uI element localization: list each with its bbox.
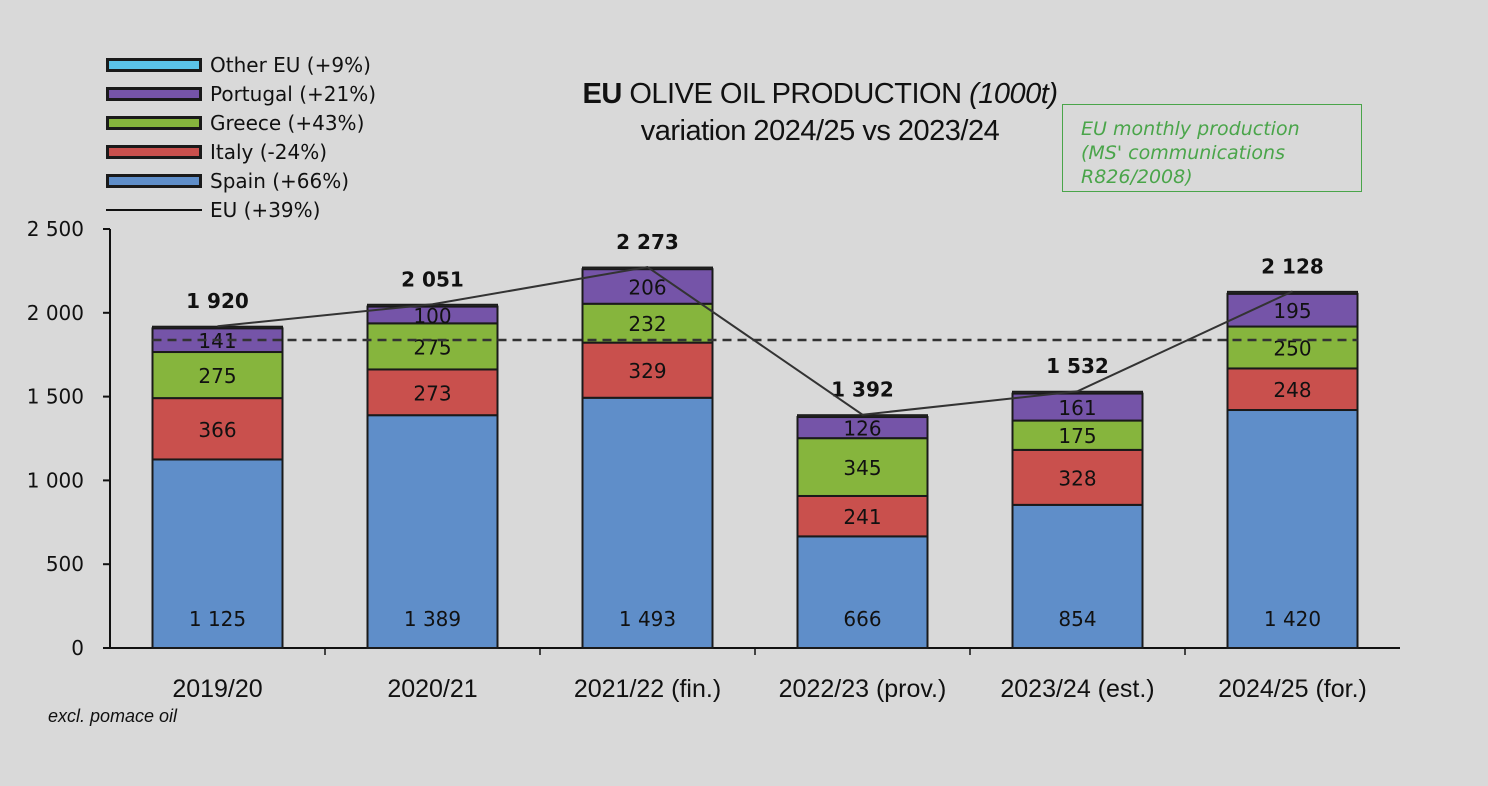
y-tick-label: 2 500: [27, 217, 84, 241]
legend-swatch: [106, 57, 202, 72]
data-label: 366: [198, 418, 236, 442]
data-label: 206: [628, 275, 666, 299]
data-label: 241: [843, 505, 881, 529]
bar-segment-spain: [796, 535, 929, 650]
legend-label: Spain (+66%): [210, 168, 350, 193]
data-label: 248: [1273, 378, 1311, 402]
bar-segment-spain: [1011, 503, 1144, 649]
legend-line-swatch: [106, 208, 202, 211]
total-label: 1 920: [186, 289, 249, 313]
data-label: 100: [413, 304, 451, 328]
note-box: EU monthly production (MS' communication…: [1062, 104, 1362, 192]
chart-title-line1: EU OLIVE OIL PRODUCTION (1000t): [520, 78, 1120, 111]
total-label: 1 532: [1046, 354, 1109, 378]
data-label: 329: [628, 359, 666, 383]
legend-label: Portugal (+21%): [210, 81, 377, 106]
data-label: 666: [843, 607, 881, 631]
legend-label: EU (+39%): [210, 197, 321, 222]
bar-segment-spain: [366, 414, 499, 650]
total-label: 2 128: [1261, 254, 1324, 278]
total-label: 2 051: [401, 267, 464, 291]
data-label: 161: [1058, 396, 1096, 420]
total-label: 2 273: [616, 230, 679, 254]
data-label: 273: [413, 381, 451, 405]
data-label: 1 420: [1264, 607, 1321, 631]
bar-segment-greece: [366, 322, 499, 371]
legend-item-portugal: Portugal (+21%): [106, 79, 376, 108]
bar-segment-other-eu: [152, 325, 283, 329]
legend-item-italy: Italy (-24%): [106, 137, 376, 166]
legend-label: Italy (-24%): [210, 139, 328, 164]
chart-subtitle: variation 2024/25 vs 2023/24: [640, 115, 1000, 147]
y-tick-label: 1 000: [27, 468, 84, 492]
y-tick-label: 500: [46, 552, 84, 576]
data-label: 328: [1058, 466, 1096, 490]
x-tick-label: 2023/24 (est.): [1000, 675, 1154, 703]
bar-segment-italy: [151, 397, 284, 461]
x-tick-label: 2020/21: [387, 675, 477, 703]
legend-swatch: [106, 115, 202, 130]
legend-label: Other EU (+9%): [210, 52, 371, 77]
bar-segment-spain: [151, 458, 284, 650]
data-label: 1 389: [404, 607, 461, 631]
bar-segment-italy: [796, 494, 929, 538]
bar-segment-greece: [796, 437, 929, 497]
bar-segment-greece: [581, 302, 714, 344]
data-label: 275: [198, 364, 236, 388]
x-tick-label: 2021/22 (fin.): [574, 675, 721, 703]
data-label: 1 125: [189, 607, 246, 631]
note-line: R826/2008): [1081, 166, 1193, 188]
footnote: excl. pomace oil: [48, 706, 178, 726]
legend-item-other-eu: Other EU (+9%): [106, 50, 376, 79]
y-tick-label: 2 000: [27, 301, 84, 325]
legend-swatch: [106, 144, 202, 159]
data-label: 1 493: [619, 607, 676, 631]
bar-segment-spain: [581, 396, 714, 649]
note-line: EU monthly production: [1081, 118, 1300, 140]
legend-label: Greece (+43%): [210, 110, 365, 135]
data-label: 195: [1273, 299, 1311, 323]
legend-item-greece: Greece (+43%): [106, 108, 376, 137]
chart-title: EU OLIVE OIL PRODUCTION (1000t) variatio…: [520, 78, 1120, 148]
data-label: 175: [1058, 424, 1096, 448]
total-label: 1 392: [831, 378, 894, 402]
legend: Other EU (+9%) Portugal (+21%) Greece (+…: [106, 50, 376, 224]
legend-item-spain: Spain (+66%): [106, 166, 376, 195]
x-tick-label: 2022/23 (prov.): [779, 675, 947, 703]
legend-swatch: [106, 86, 202, 101]
data-label: 854: [1058, 607, 1096, 631]
y-tick-label: 1 500: [27, 385, 84, 409]
data-label: 232: [628, 312, 666, 336]
title-bold: EU: [582, 78, 623, 110]
note-line: (MS' communications: [1081, 142, 1285, 164]
legend-item-eu: EU (+39%): [106, 195, 376, 224]
data-label: 141: [198, 329, 236, 353]
x-tick-label: 2019/20: [172, 675, 262, 703]
data-label: 345: [843, 456, 881, 480]
x-tick-label: 2024/25 (for.): [1218, 675, 1367, 703]
data-label: 126: [843, 417, 881, 441]
eu-total-line: [217, 265, 1293, 416]
y-tick-label: 0: [71, 636, 84, 660]
title-main: OLIVE OIL PRODUCTION: [621, 78, 970, 110]
bar-segment-portugal: [1226, 292, 1359, 328]
title-unit: (1000t): [969, 78, 1058, 110]
legend-swatch: [106, 173, 202, 188]
bar-segment-greece: [151, 351, 284, 400]
